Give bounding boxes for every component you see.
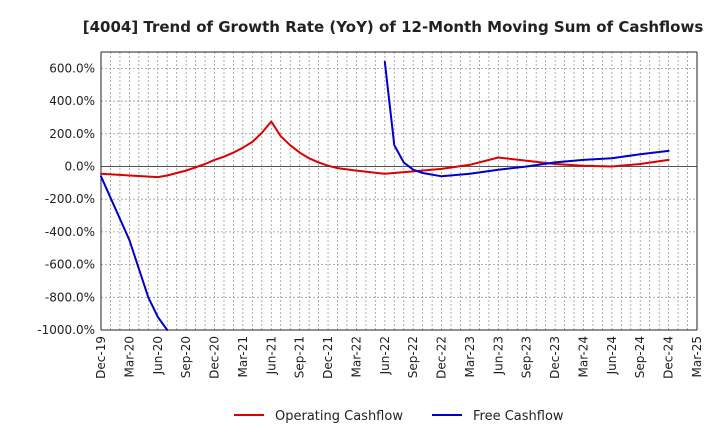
y-tick-label: -1000.0% bbox=[37, 323, 95, 337]
y-tick-label: 200.0% bbox=[49, 127, 95, 141]
y-tick-label: 600.0% bbox=[49, 61, 95, 75]
x-tick-label: Sep-20 bbox=[179, 336, 193, 378]
y-tick-label: -600.0% bbox=[45, 258, 95, 272]
axis-layer: 600.0% 400.0% 200.0% 0.0% -200.0% -400.0% -600… bbox=[37, 51, 704, 379]
x-tick-label: Mar-22 bbox=[349, 336, 363, 377]
y-tick-label: -200.0% bbox=[45, 192, 95, 206]
x-tick-label: Sep-23 bbox=[520, 336, 534, 378]
x-tick-label: Jun-21 bbox=[264, 336, 278, 375]
x-tick-label: Jun-23 bbox=[491, 336, 505, 375]
legend-label-free-cashflow: Free Cashflow bbox=[473, 409, 564, 424]
y-tick-label: 400.0% bbox=[49, 94, 95, 108]
x-tick-label: Dec-19 bbox=[94, 336, 108, 379]
series-line-operating-cashflow bbox=[100, 120, 670, 179]
legend-label-operating-cashflow: Operating Cashflow bbox=[275, 409, 403, 424]
legend: Operating Cashflow Free Cashflow bbox=[234, 409, 564, 424]
y-tick-label: -800.0% bbox=[45, 290, 95, 304]
x-tick-label: Dec-23 bbox=[548, 336, 562, 379]
x-tick-label: Sep-21 bbox=[293, 336, 307, 378]
chart-title: [4004] Trend of Growth Rate (YoY) of 12-… bbox=[83, 18, 704, 36]
x-tick-label: Dec-20 bbox=[208, 336, 222, 379]
x-tick-label: Sep-24 bbox=[633, 336, 647, 378]
series-layer bbox=[100, 60, 670, 331]
x-tick-label: Dec-21 bbox=[321, 336, 335, 379]
x-tick-label: Mar-21 bbox=[236, 336, 250, 377]
x-tick-label: Dec-22 bbox=[435, 336, 449, 379]
x-tick-label: Sep-22 bbox=[406, 336, 420, 378]
series-line-free-cashflow-segment-1 bbox=[100, 175, 169, 331]
x-tick-label: Dec-24 bbox=[662, 336, 676, 379]
y-tick-label: -400.0% bbox=[45, 225, 95, 239]
y-tick-label: 0.0% bbox=[65, 159, 96, 173]
series-line-free-cashflow-segment-2 bbox=[383, 60, 670, 178]
x-tick-label: Jun-20 bbox=[151, 336, 165, 375]
x-tick-label: Mar-20 bbox=[122, 336, 136, 377]
x-tick-label: Jun-24 bbox=[605, 336, 619, 375]
grid-layer bbox=[101, 52, 697, 331]
x-tick-label: Mar-24 bbox=[576, 336, 590, 377]
x-tick-label: Mar-25 bbox=[690, 336, 704, 377]
x-tick-label: Jun-22 bbox=[378, 336, 392, 375]
x-tick-label: Mar-23 bbox=[463, 336, 477, 377]
